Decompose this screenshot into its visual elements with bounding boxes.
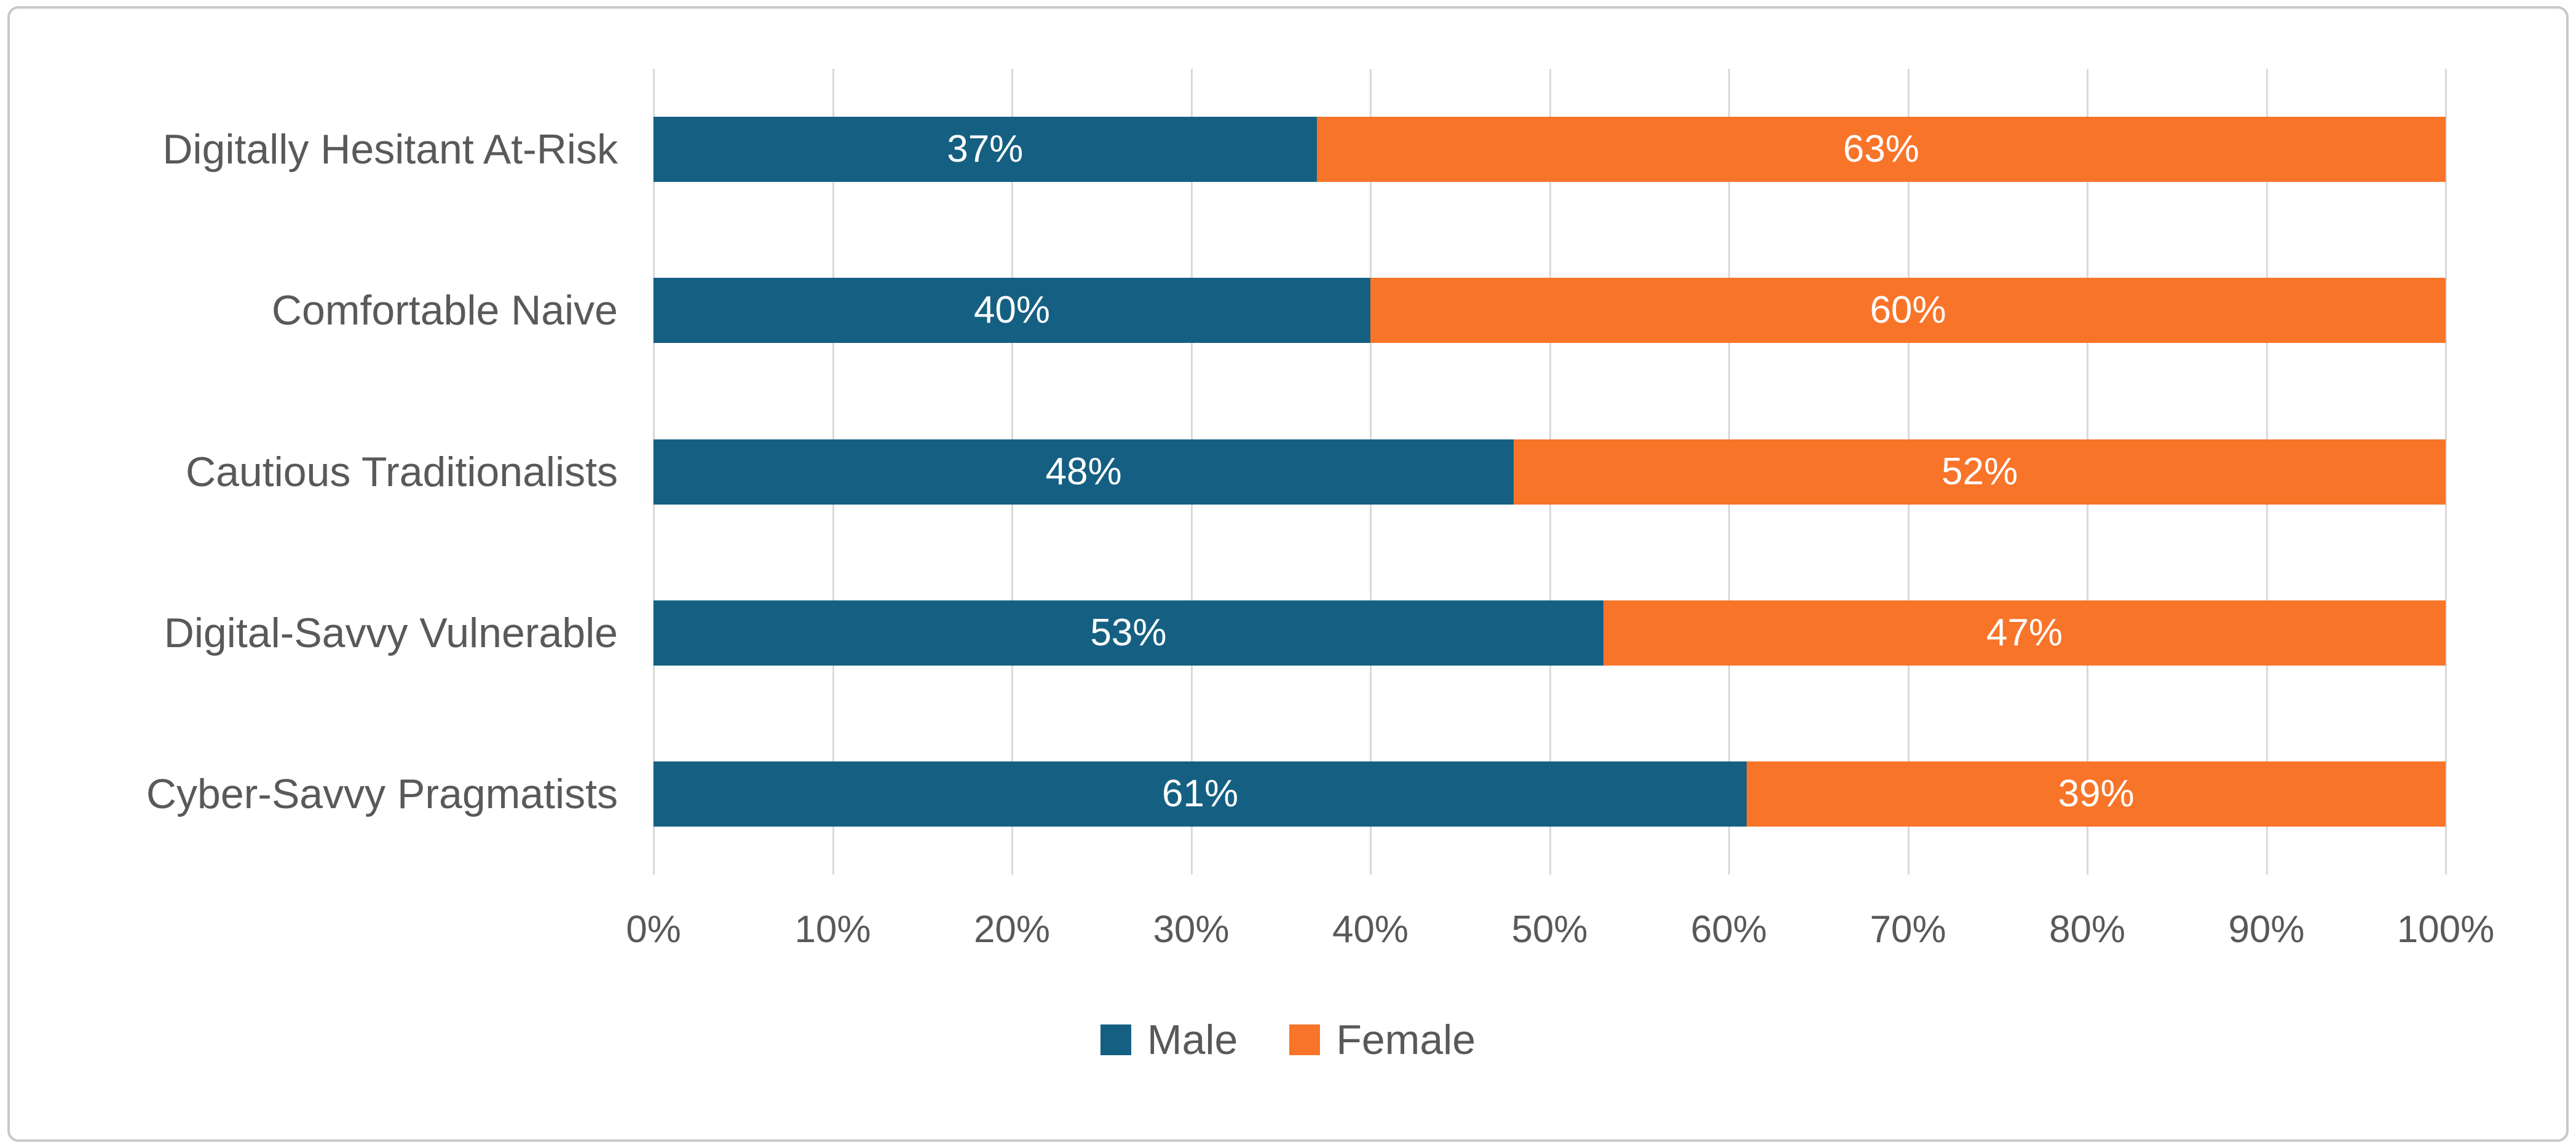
x-tick-label: 70%: [1870, 908, 1946, 951]
category-axis: Digitally Hesitant At-Risk Comfortable Na…: [18, 69, 618, 875]
x-tick-label: 60%: [1690, 908, 1768, 951]
bar-value-label: 60%: [1870, 289, 1946, 332]
male-bar-segment: 61%: [654, 761, 1747, 827]
chart-frame: [7, 6, 2569, 1142]
bar-row: 37% 63%: [654, 117, 2446, 183]
x-tick-label: 90%: [2228, 908, 2305, 951]
category-label: Comfortable Naive: [271, 287, 618, 334]
male-bar-segment: 40%: [654, 278, 1370, 344]
bar-value-label: 53%: [1090, 611, 1167, 654]
bar-row: 53% 47%: [654, 600, 2446, 666]
bar-value-label: 39%: [2058, 772, 2135, 815]
legend-item-female: Female: [1289, 1019, 1476, 1061]
bar-row: 40% 60%: [654, 278, 2446, 344]
bar-value-label: 48%: [1045, 450, 1122, 493]
legend-swatch-female: [1289, 1024, 1321, 1055]
category-label: Digitally Hesitant At-Risk: [162, 126, 618, 173]
bar-row: 48% 52%: [654, 439, 2446, 505]
gridline: [2445, 69, 2447, 875]
category-label: Cautious Traditionalists: [185, 448, 618, 495]
male-bar-segment: 48%: [654, 439, 1514, 505]
bar-row: 61% 39%: [654, 761, 2446, 827]
x-tick-label: 0%: [626, 908, 681, 951]
legend: Male Female: [0, 1003, 2576, 1077]
bar-value-label: 63%: [1843, 128, 1919, 171]
bar-value-label: 37%: [947, 128, 1024, 171]
bar-value-label: 47%: [1986, 611, 2063, 654]
x-tick-label: 30%: [1153, 908, 1230, 951]
bar-value-label: 40%: [973, 289, 1051, 332]
x-tick-label: 50%: [1511, 908, 1588, 951]
x-tick-label: 40%: [1332, 908, 1409, 951]
female-bar-segment: 47%: [1603, 600, 2446, 666]
plot-area: 37% 63% 40% 60% 48% 52% 53% 47% 61% 39%: [653, 69, 2447, 875]
category-label: Cyber-Savvy Pragmatists: [146, 770, 618, 817]
legend-label: Male: [1147, 1016, 1238, 1063]
female-bar-segment: 60%: [1370, 278, 2446, 344]
legend-label: Female: [1336, 1016, 1476, 1063]
male-bar-segment: 53%: [654, 600, 1603, 666]
legend-item-male: Male: [1100, 1019, 1238, 1061]
x-tick-label: 80%: [2049, 908, 2126, 951]
male-bar-segment: 37%: [654, 117, 1317, 183]
bar-value-label: 52%: [1942, 450, 2018, 493]
female-bar-segment: 39%: [1747, 761, 2446, 827]
legend-swatch-male: [1100, 1024, 1131, 1055]
x-tick-label: 10%: [794, 908, 871, 951]
bar-value-label: 61%: [1162, 772, 1239, 815]
female-bar-segment: 52%: [1514, 439, 2446, 505]
x-tick-label: 20%: [973, 908, 1051, 951]
female-bar-segment: 63%: [1316, 117, 2446, 183]
x-tick-label: 100%: [2396, 908, 2495, 951]
x-axis: 0% 10% 20% 30% 40% 50% 60% 70% 80% 90% 100%: [626, 902, 2494, 957]
category-label: Digital-Savvy Vulnerable: [164, 609, 618, 656]
